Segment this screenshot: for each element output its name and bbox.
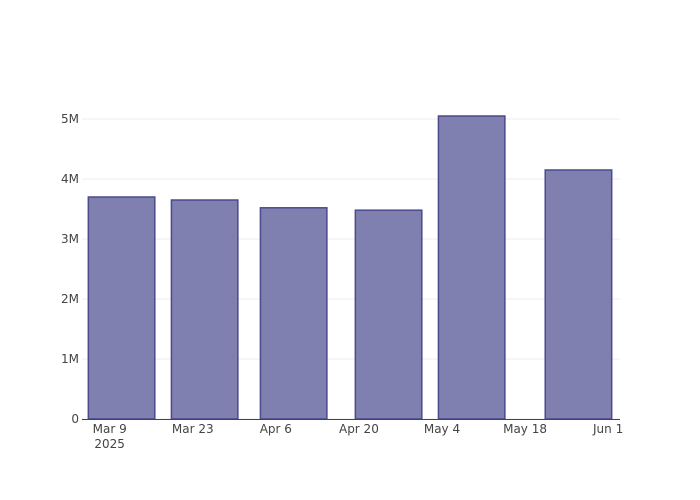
x-tick-label-line: Apr 6 [260,422,292,436]
bar [170,199,239,420]
x-tick-label: May 4 [424,422,460,436]
y-tick-label: 1M [61,352,79,366]
y-tick-label: 0 [71,412,79,426]
x-tick-label: Jun 1 [592,422,623,436]
x-tick-label-line: Jun 1 [592,422,623,436]
y-tick-label: 3M [61,232,79,246]
x-tick-label-line: Mar 23 [172,422,214,436]
bar [87,196,156,420]
bar [437,115,506,420]
bar [259,207,328,420]
x-tick-label-line: May 18 [503,422,547,436]
x-tick-label: Apr 20 [339,422,379,436]
x-tick-label: Apr 6 [260,422,292,436]
x-tick-label-line: May 4 [424,422,460,436]
y-tick-label: 2M [61,292,79,306]
x-tick-label: Mar 9 2025 [93,422,127,451]
bar [544,169,613,420]
x-tick-label: May 18 [503,422,547,436]
x-tick-label-line: 2025 [94,437,125,451]
x-tick-label-line: Mar 9 [93,422,127,436]
x-tick-label: Mar 23 [172,422,214,436]
x-tick-label-line: Apr 20 [339,422,379,436]
y-tick-label: 4M [61,172,79,186]
y-tick-label: 5M [61,112,79,126]
bar [354,209,423,420]
